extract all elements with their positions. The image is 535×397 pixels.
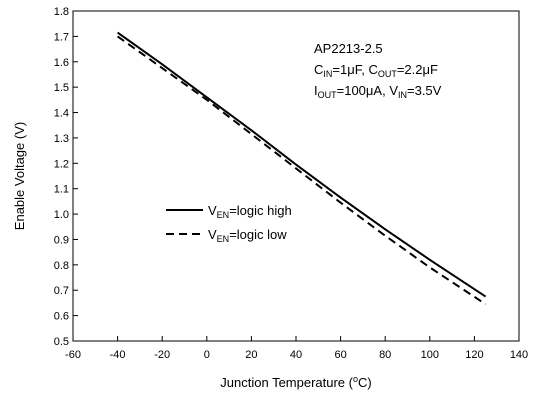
x-tick-label: 80 <box>379 349 391 361</box>
x-tick-label: 120 <box>465 349 483 361</box>
series-line-logic-low <box>117 35 487 306</box>
y-tick-label: 1.4 <box>54 108 69 120</box>
annotation-c2-sub: OUT <box>378 69 398 79</box>
legend-box <box>158 198 322 246</box>
annotation-a: A, V <box>373 83 398 98</box>
y-tick-label: 0.8 <box>54 260 69 272</box>
annotation-f2: F <box>430 62 438 77</box>
annotation-line-1: AP2213-2.5 <box>314 41 383 56</box>
series-line-logic-high <box>117 31 487 298</box>
x-axis-label-degree: o <box>353 374 358 384</box>
annotation-c1-rest: =1 <box>332 62 347 77</box>
annotation-i: I <box>314 83 318 98</box>
y-axis-label: Enable Voltage (V) <box>12 122 27 230</box>
annotation-mu-1: μ <box>347 62 355 77</box>
y-tick-label: 0.9 <box>54 234 69 246</box>
legend-v-low: V <box>208 227 217 242</box>
x-tick-label: 20 <box>245 349 257 361</box>
y-tick-label: 1.6 <box>54 57 69 69</box>
legend-sub-low: EN <box>217 234 230 244</box>
x-tick-label: 0 <box>204 349 210 361</box>
annotation-box <box>307 31 515 99</box>
annotation-c1-sub: IN <box>323 69 332 79</box>
legend-label-logic-low: VEN=logic low <box>208 227 287 244</box>
legend-v-high: V <box>208 203 217 218</box>
annotation-c2-rest: =2.2 <box>397 62 423 77</box>
annotation-f1: F, C <box>355 62 378 77</box>
y-tick-label: 1.2 <box>54 158 69 170</box>
annotation-c1: C <box>314 62 323 77</box>
y-tick-label: 0.7 <box>54 285 69 297</box>
x-tick-label: -40 <box>110 349 126 361</box>
y-tick-label: 1.1 <box>54 184 69 196</box>
legend-label-logic-high: VEN=logic high <box>208 203 292 220</box>
legend-rest-low: =logic low <box>229 227 287 242</box>
x-tick-label: -60 <box>65 349 81 361</box>
y-tick-label: 1.5 <box>54 82 69 94</box>
y-tick-label: 1.3 <box>54 133 69 145</box>
x-tick-label: 140 <box>510 349 528 361</box>
annotation-i-sub: OUT <box>318 90 338 100</box>
annotation-v-sub: IN <box>398 90 407 100</box>
annotation-line-2: CIN=1μF, COUT=2.2μF <box>314 62 438 79</box>
legend-sub-high: EN <box>217 210 230 220</box>
y-tick-label: 0.5 <box>54 336 69 348</box>
x-axis-label-unit: C) <box>358 375 372 390</box>
annotation-mu-3: μ <box>366 83 374 98</box>
y-axis-ticks: 0.5 0.6 0.7 0.8 0.9 1.0 1.1 1.2 1.3 1.4 1.5 1.6 1.7 1… <box>54 6 78 348</box>
x-tick-label: 100 <box>421 349 439 361</box>
x-axis-label-main: Junction Temperature ( <box>220 375 353 390</box>
y-tick-label: 1.7 <box>54 31 69 43</box>
annotation-i-rest: =100 <box>337 83 366 98</box>
y-tick-label: 0.6 <box>54 311 69 323</box>
annotation-v-rest: =3.5V <box>407 83 442 98</box>
x-tick-label: 60 <box>334 349 346 361</box>
x-axis-label: Junction Temperature (oC) <box>220 374 371 390</box>
y-tick-label: 1.8 <box>54 6 69 18</box>
y-tick-label: 1.0 <box>54 209 69 221</box>
annotation-line-3: IOUT=100μA, VIN=3.5V <box>314 83 442 100</box>
legend-rest-high: =logic high <box>229 203 292 218</box>
annotation-mu-2: μ <box>423 62 431 77</box>
x-tick-label: -20 <box>154 349 170 361</box>
x-tick-label: 40 <box>290 349 302 361</box>
series-layer <box>117 31 487 306</box>
x-axis-ticks: -60 -40 -20 0 20 40 60 80 100 120 140 <box>65 336 528 361</box>
